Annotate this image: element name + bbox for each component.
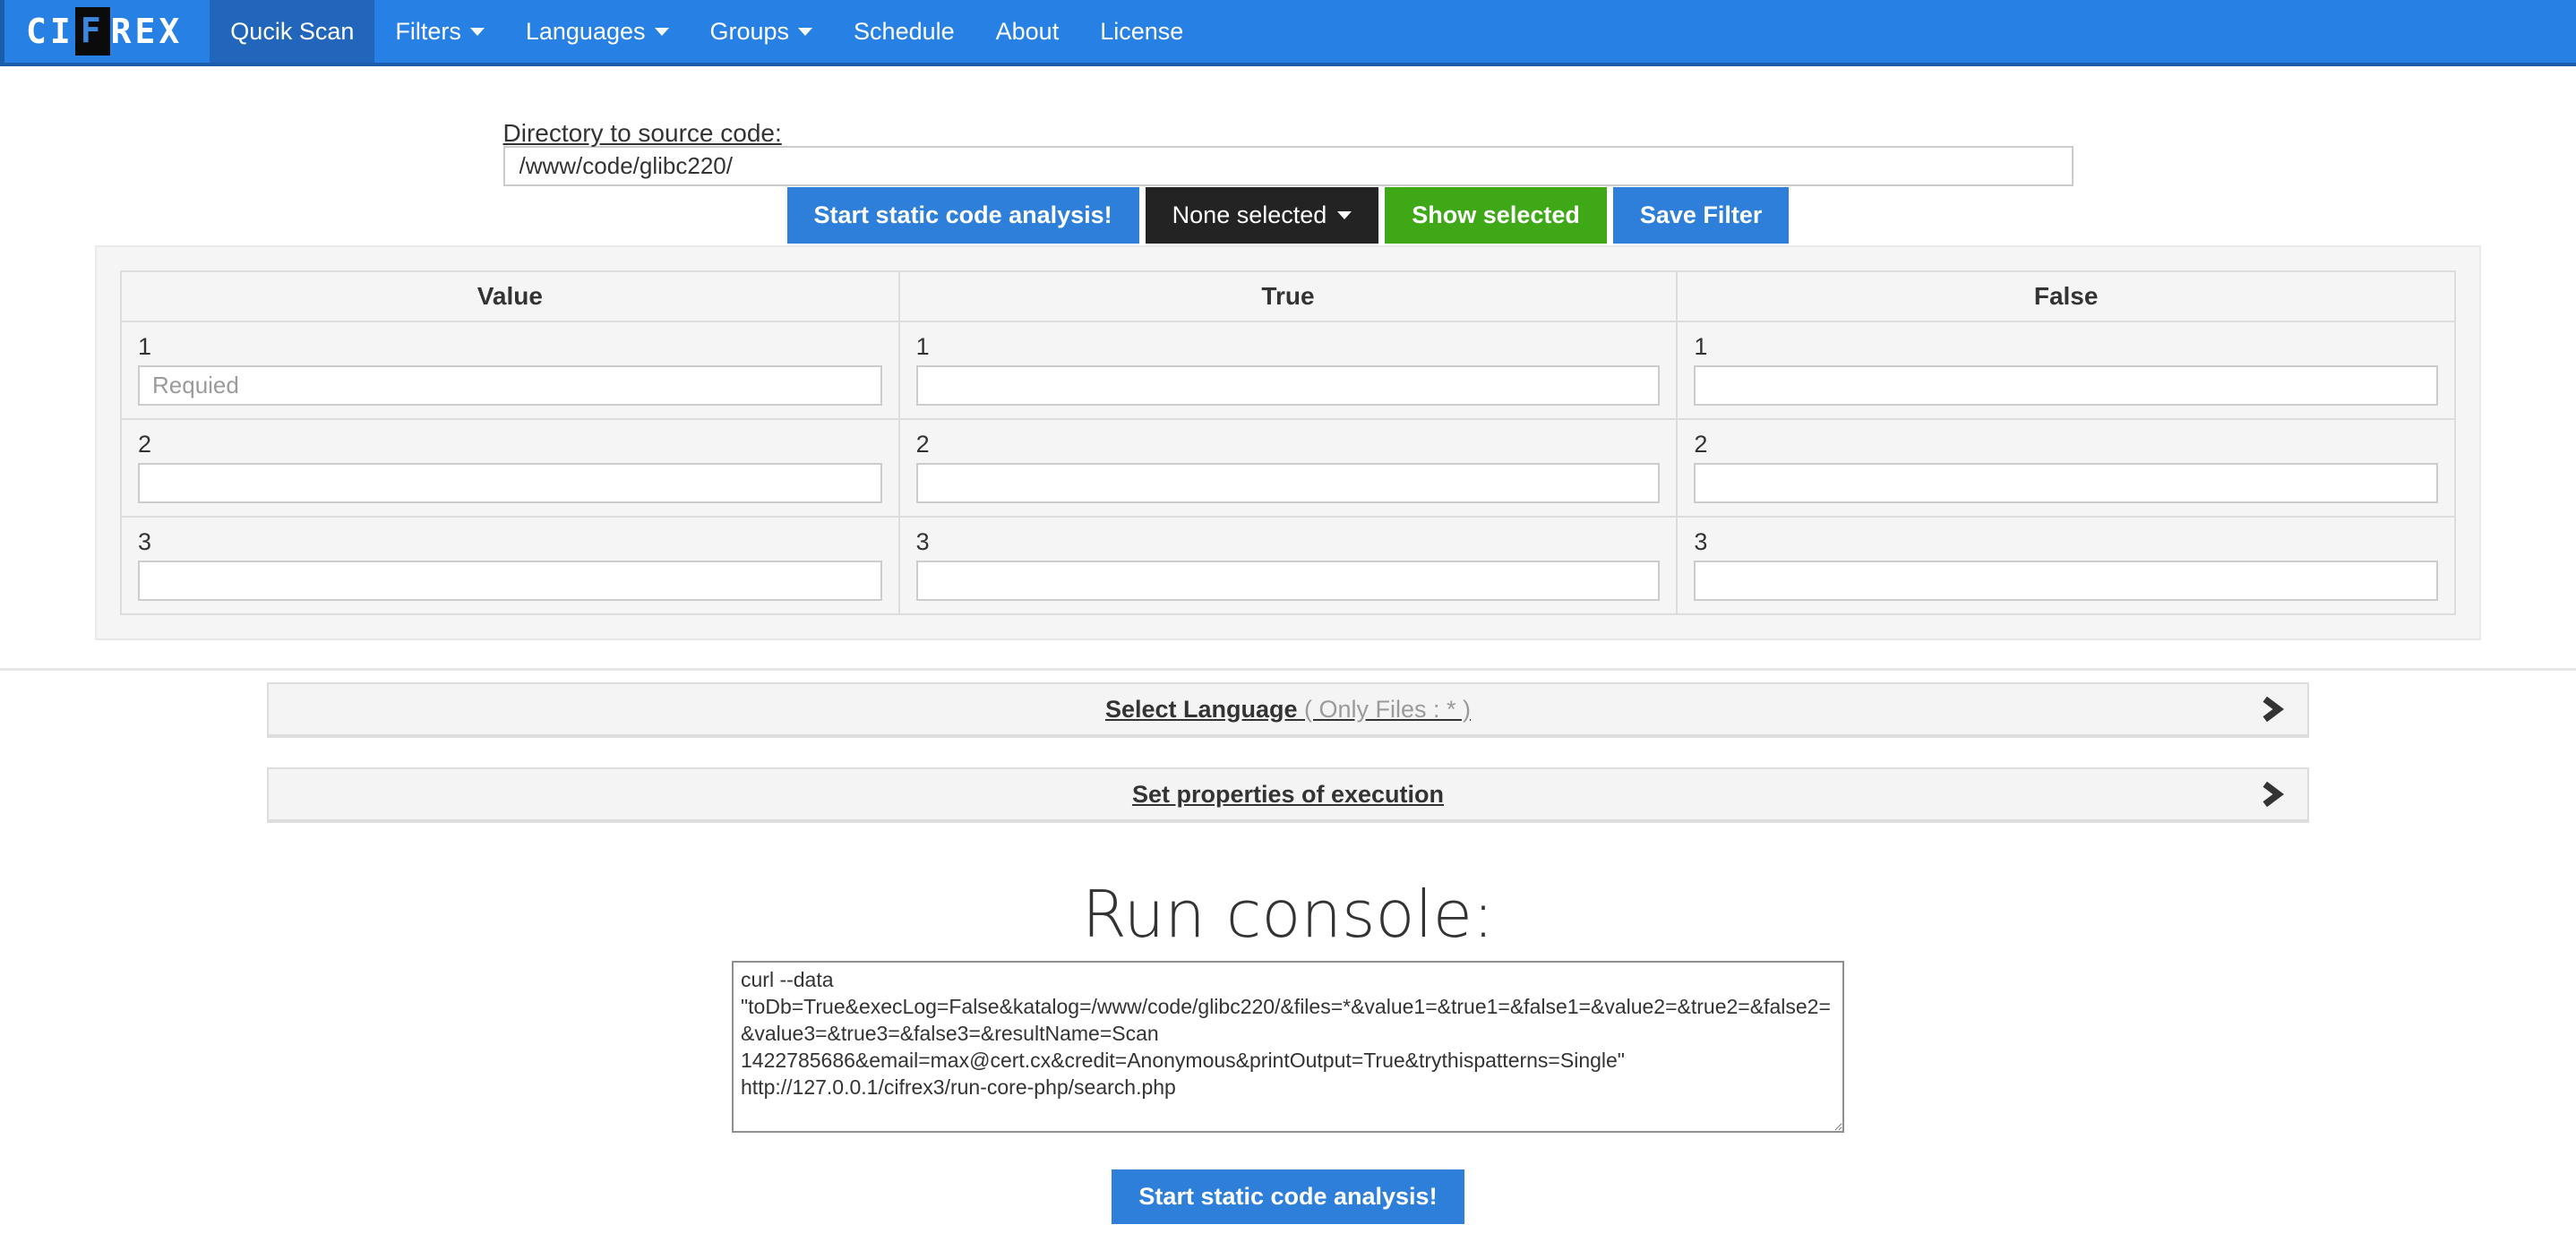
values-panel: Value True False 1 1 1 bbox=[95, 245, 2481, 640]
panel-subtitle: ( Only Files : * ) bbox=[1297, 695, 1472, 723]
false2-input[interactable] bbox=[1694, 463, 2438, 503]
section-divider bbox=[0, 668, 2576, 671]
nav-item-about: About bbox=[975, 0, 1080, 63]
nav-link-license[interactable]: License bbox=[1079, 0, 1204, 63]
true-cell-1: 1 bbox=[897, 321, 1679, 420]
row-index-label: 2 bbox=[915, 431, 930, 458]
row-index-label: 3 bbox=[138, 528, 152, 555]
panel-title: Select Language bbox=[1104, 695, 1298, 723]
row-index-label: 3 bbox=[915, 528, 930, 555]
nav-link-groups[interactable]: Groups bbox=[690, 0, 834, 63]
set-properties-panel[interactable]: Set properties of execution bbox=[267, 767, 2309, 823]
row-index-label: 3 bbox=[1694, 528, 1708, 555]
caret-down-icon bbox=[798, 27, 813, 36]
chevron-right-icon bbox=[2263, 696, 2284, 723]
nav-label: License bbox=[1100, 17, 1184, 45]
directory-label: Directory to source code: bbox=[502, 119, 782, 147]
nav-item-schedule: Schedule bbox=[833, 0, 975, 63]
value2-input[interactable] bbox=[138, 463, 882, 503]
true-cell-3: 3 bbox=[897, 516, 1679, 615]
scan-form: Directory to source code: Start static c… bbox=[502, 119, 2074, 244]
values-table: Value True False 1 1 1 bbox=[120, 270, 2456, 615]
action-button-row: Start static code analysis! None selecte… bbox=[503, 187, 2074, 244]
row-index-label: 2 bbox=[1694, 431, 1708, 458]
nav-link-languages[interactable]: Languages bbox=[505, 0, 690, 63]
brand-logo-boxed-letter: F bbox=[74, 7, 110, 56]
nav-menu: Qucik Scan Filters Languages Groups Sche… bbox=[210, 0, 1204, 63]
start-analysis-button-bottom[interactable]: Start static code analysis! bbox=[1112, 1169, 1464, 1224]
nav-label: Qucik Scan bbox=[230, 17, 355, 45]
nav-label: About bbox=[995, 17, 1060, 45]
nav-item-filters: Filters bbox=[374, 0, 505, 63]
caret-down-icon bbox=[469, 27, 485, 36]
true2-input[interactable] bbox=[915, 463, 1661, 503]
values-table-header-row: Value True False bbox=[120, 270, 2456, 322]
row-index-label: 1 bbox=[138, 333, 152, 360]
column-header-value: Value bbox=[120, 270, 900, 322]
false3-input[interactable] bbox=[1694, 561, 2438, 601]
value-cell-2: 2 bbox=[120, 418, 900, 518]
nav-link-filters[interactable]: Filters bbox=[374, 0, 505, 63]
value-cell-1: 1 bbox=[120, 321, 900, 420]
nav-item-license: License bbox=[1079, 0, 1204, 63]
run-console-heading: Run console: bbox=[1081, 877, 1495, 952]
main-content: Directory to source code: Start static c… bbox=[0, 120, 2576, 1224]
false-cell-1: 1 bbox=[1676, 321, 2456, 420]
select-language-panel[interactable]: Select Language ( Only Files : * ) bbox=[267, 682, 2309, 738]
navbar: CI F REX Qucik Scan Filters Languages Grou… bbox=[0, 0, 2576, 66]
panel-title: Set properties of execution bbox=[1131, 780, 1445, 808]
nav-label: Languages bbox=[525, 17, 646, 45]
brand-logo-pre: CI bbox=[26, 12, 74, 51]
nav-item-quick-scan: Qucik Scan bbox=[210, 0, 375, 63]
nav-link-schedule[interactable]: Schedule bbox=[833, 0, 975, 63]
row-index-label: 2 bbox=[138, 431, 152, 458]
value3-input[interactable] bbox=[138, 561, 882, 601]
false-cell-2: 2 bbox=[1676, 418, 2456, 518]
run-console-textarea[interactable]: curl --data "toDb=True&execLog=False&kat… bbox=[732, 961, 1844, 1133]
table-row: 1 1 1 bbox=[120, 321, 2456, 420]
true-cell-2: 2 bbox=[897, 418, 1679, 518]
chevron-right-icon bbox=[2263, 781, 2284, 808]
row-index-label: 1 bbox=[915, 333, 930, 360]
nav-link-quick-scan[interactable]: Qucik Scan bbox=[210, 0, 375, 63]
true3-input[interactable] bbox=[915, 561, 1661, 601]
bottom-button-row: Start static code analysis! bbox=[0, 1169, 2576, 1224]
directory-input[interactable] bbox=[502, 146, 2074, 186]
false1-input[interactable] bbox=[1694, 365, 2438, 406]
brand-logo-post: REX bbox=[110, 12, 184, 51]
false-cell-3: 3 bbox=[1676, 516, 2456, 615]
column-header-true: True bbox=[897, 270, 1679, 322]
save-filter-button[interactable]: Save Filter bbox=[1612, 187, 1790, 244]
nav-label: Filters bbox=[395, 17, 461, 45]
nav-item-languages: Languages bbox=[505, 0, 690, 63]
nav-label: Groups bbox=[709, 17, 790, 45]
select-language-link[interactable]: Select Language ( Only Files : * ) bbox=[1105, 696, 1471, 724]
table-row: 3 3 3 bbox=[120, 516, 2456, 615]
value1-input[interactable] bbox=[138, 365, 882, 406]
filter-dropdown-label: None selected bbox=[1172, 201, 1327, 228]
caret-down-icon bbox=[1337, 211, 1352, 219]
row-index-label: 1 bbox=[1694, 333, 1708, 360]
show-selected-button[interactable]: Show selected bbox=[1385, 187, 1607, 244]
column-header-false: False bbox=[1676, 270, 2456, 322]
nav-item-groups: Groups bbox=[690, 0, 834, 63]
nav-link-about[interactable]: About bbox=[975, 0, 1080, 63]
filter-dropdown-button[interactable]: None selected bbox=[1145, 187, 1379, 244]
set-properties-link[interactable]: Set properties of execution bbox=[1132, 781, 1444, 809]
brand-logo[interactable]: CI F REX bbox=[4, 0, 210, 63]
caret-down-icon bbox=[654, 27, 669, 36]
value-cell-3: 3 bbox=[120, 516, 900, 615]
table-row: 2 2 2 bbox=[120, 418, 2456, 518]
nav-label: Schedule bbox=[854, 17, 955, 45]
start-analysis-button[interactable]: Start static code analysis! bbox=[786, 187, 1139, 244]
true1-input[interactable] bbox=[915, 365, 1661, 406]
